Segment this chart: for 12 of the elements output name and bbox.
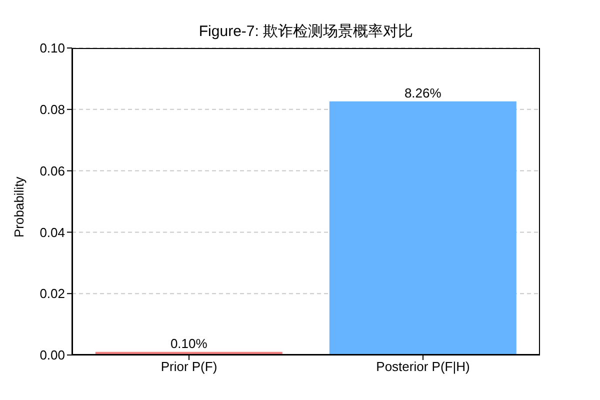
data-label: 0.10% [170, 336, 208, 351]
x-tick-label: Posterior P(F|H) [376, 359, 470, 374]
y-tick-label: 0.00 [40, 348, 65, 363]
y-tick-label: 0.04 [40, 224, 65, 240]
y-tick-label: 0.02 [40, 286, 65, 302]
y-axis-title: Probability [12, 176, 27, 238]
y-tick-label: 0.08 [40, 102, 65, 118]
x-tick-label: Prior P(F) [160, 359, 218, 374]
y-tick-label: 0.10 [40, 40, 65, 56]
data-label: 8.26% [404, 85, 442, 100]
chart-title: Figure-7: 欺诈检测场景概率对比 [198, 22, 414, 41]
y-tick-label: 0.06 [40, 163, 65, 178]
